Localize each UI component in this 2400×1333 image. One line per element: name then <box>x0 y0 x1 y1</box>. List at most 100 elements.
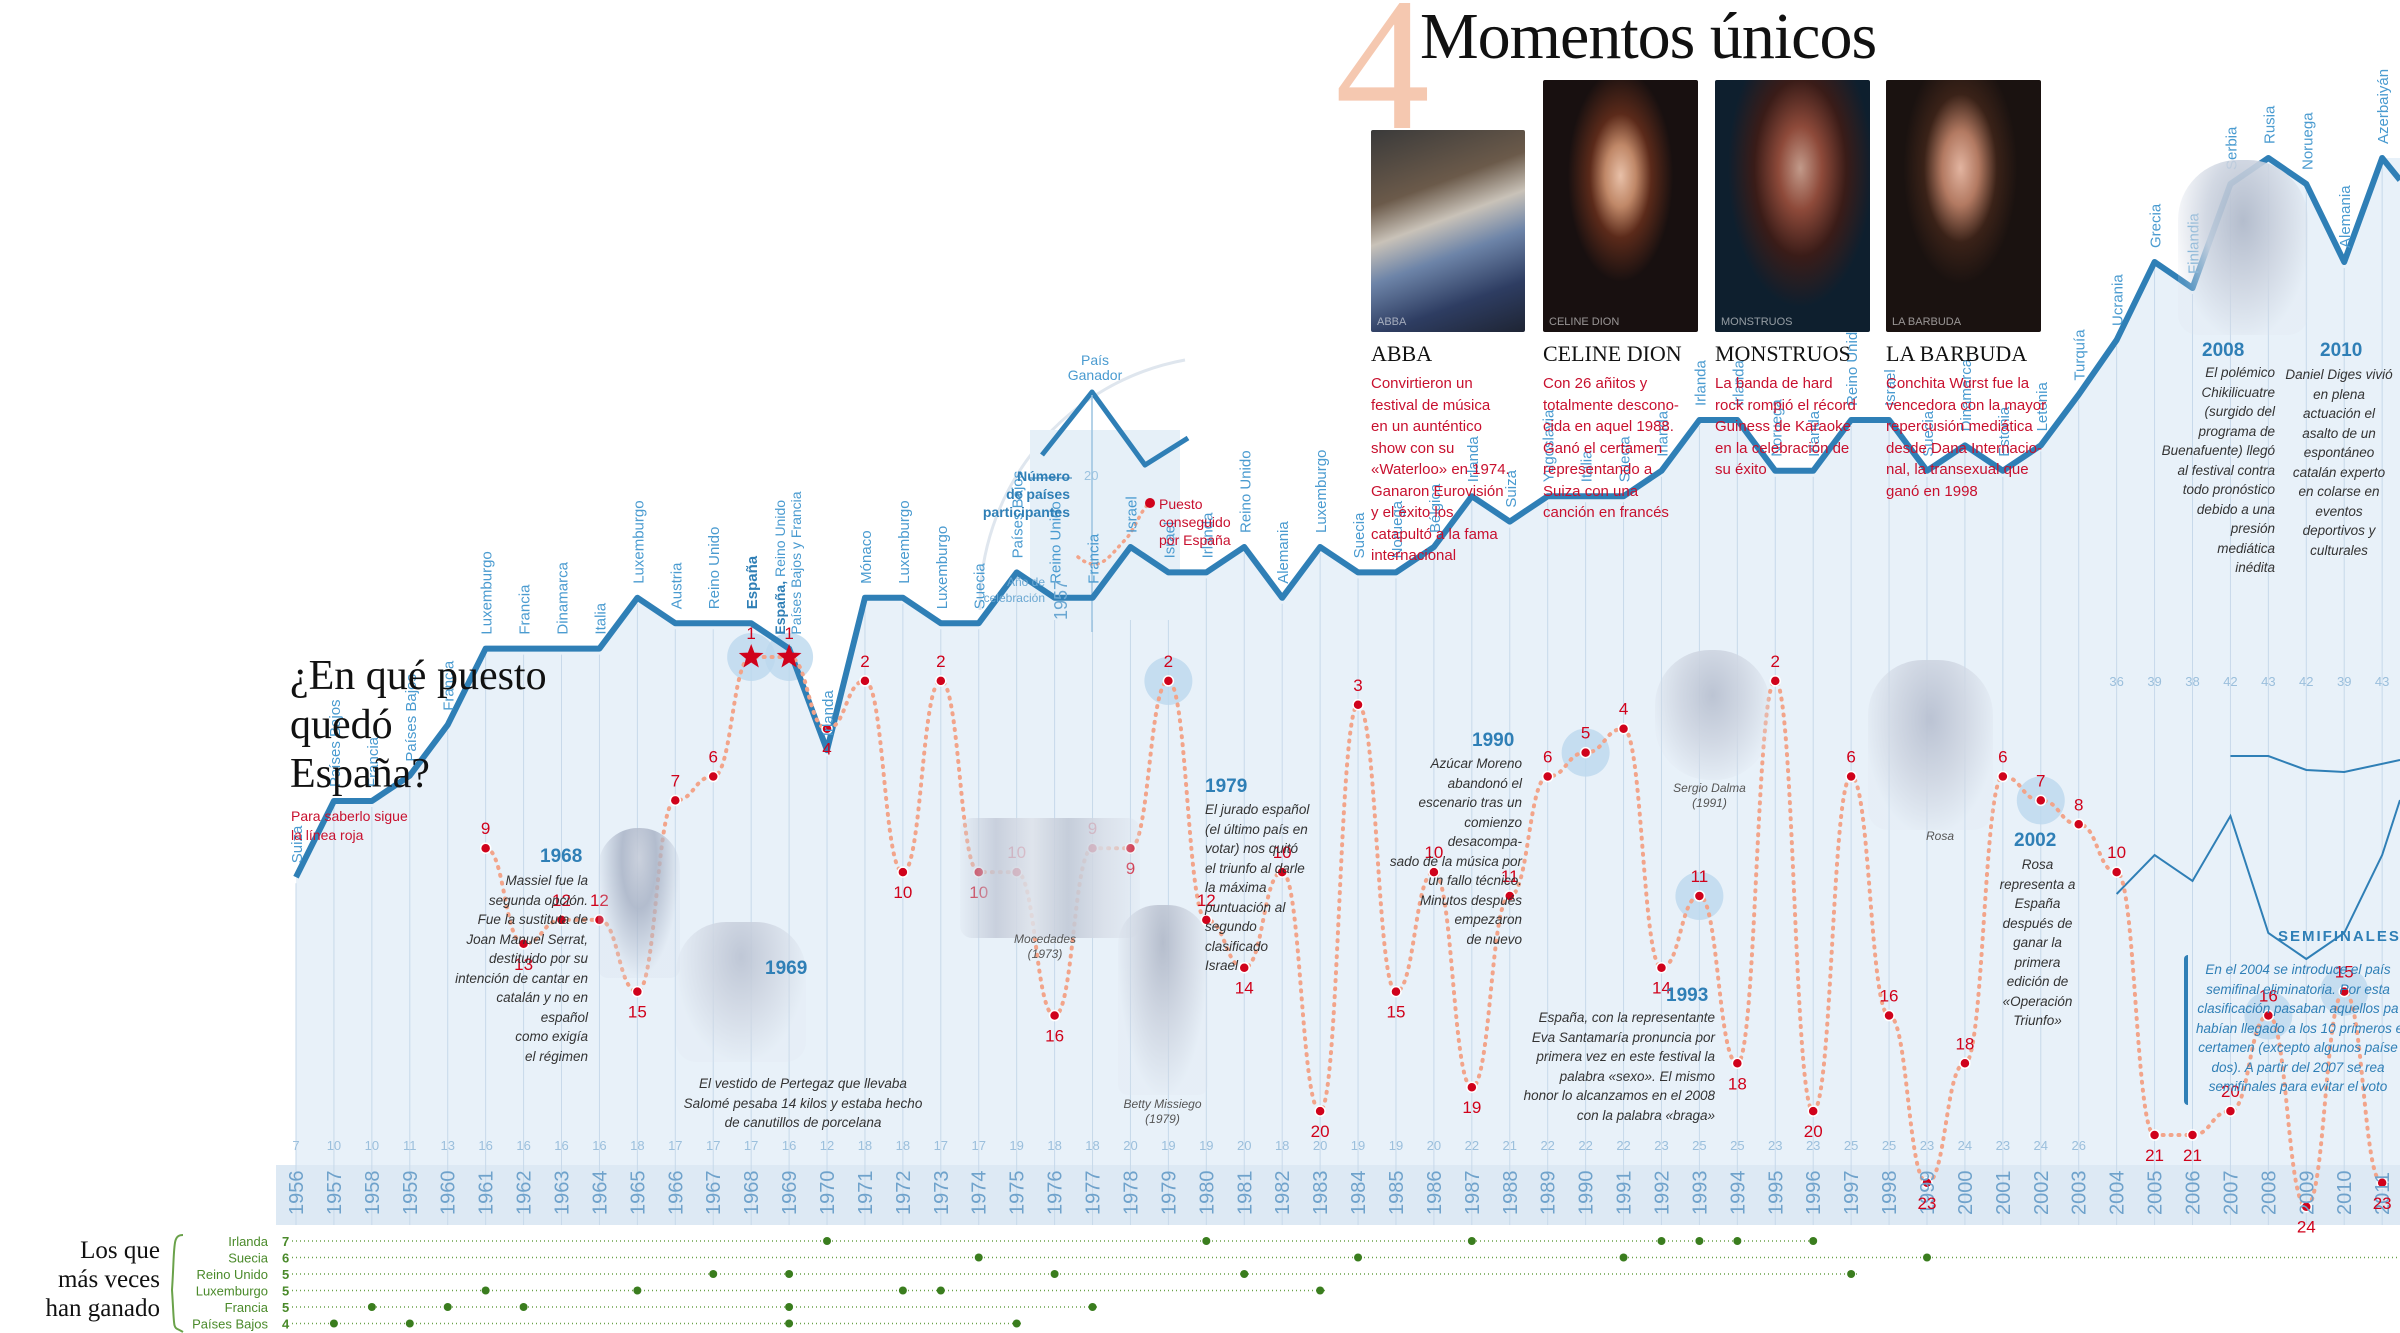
annotation-line: Salomé pesaba 14 kilos y estaba hecho <box>683 1095 923 1111</box>
annotation-line: mediática <box>2217 540 2275 556</box>
year-tick-label: 1992 <box>1651 1171 1673 1216</box>
annotation-line: programa de <box>2198 423 2275 439</box>
spain-position-dot <box>631 985 644 998</box>
spain-position-label: 21 <box>2183 1146 2202 1165</box>
spain-position-label: 20 <box>1311 1122 1330 1141</box>
moment-text-monstruos: La banda de hard rock rompió el récord Gui… <box>1715 373 1875 481</box>
winner-country-label: Francia <box>441 660 458 711</box>
winner-country-label: Turquía <box>2072 329 2089 381</box>
year-axis-band <box>276 1165 2400 1225</box>
participants-count-label: 18 <box>1275 1138 1289 1153</box>
year-tick-label: 1979 <box>1158 1171 1180 1216</box>
moment-title-barbuda: LA BARBUDA <box>1886 341 2028 366</box>
year-tick-label: 1974 <box>969 1171 991 1216</box>
salome-photo <box>676 922 806 1062</box>
moment-title-celine: CELINE DION <box>1543 341 1682 366</box>
annotation-line: como exigía <box>515 1029 588 1044</box>
legend-sample-participants: 20 <box>1084 468 1099 483</box>
spain-position-dot <box>1921 1177 1933 1189</box>
participants-count-label: 19 <box>1009 1138 1023 1153</box>
year-tick-label: 2002 <box>2031 1171 2053 1216</box>
wins-country-label: Suecia <box>228 1251 269 1266</box>
year-tick-label: 1956 <box>286 1171 308 1216</box>
legend-position-line <box>1076 501 1152 566</box>
participants-count-label: 12 <box>820 1138 834 1153</box>
win-marker <box>519 1303 528 1311</box>
caption-sergio-year: (1991) <box>1692 796 1727 810</box>
participants-count-label: 25 <box>1844 1138 1858 1153</box>
win-marker <box>633 1286 642 1295</box>
spain-position-label: 10 <box>2107 843 2126 862</box>
year-tick-label: 1999 <box>1917 1171 1939 1216</box>
moment-title-monstruos: MONSTRUOS <box>1715 341 1851 366</box>
annotation-line: primera <box>2014 954 2061 970</box>
moment-text-line: Convirtieron un <box>1371 375 1473 392</box>
participants-count-label: 22 <box>1465 1138 1479 1153</box>
spain-position-label: 3 <box>1353 676 1362 695</box>
year-tick-label: 1994 <box>1727 1171 1749 1216</box>
win-marker <box>1847 1270 1856 1278</box>
semifinals-text: En el 2004 se introduce el país semifinal… <box>2196 960 2400 1097</box>
participants-count-label: 26 <box>2071 1138 2085 1153</box>
year-tick-label: 1986 <box>1424 1171 1446 1216</box>
legend-year: Año de celebración <box>975 574 1045 606</box>
participants-count-label: 20 <box>1237 1138 1251 1153</box>
winner-country-label: Luxemburgo <box>934 526 951 609</box>
spain-position-label: 8 <box>2074 795 2083 814</box>
annotation-year-1979: 1979 <box>1205 776 1248 797</box>
hint-line-1: Para saberlo sigue <box>291 808 408 824</box>
annotation-line: presión <box>2230 521 2275 536</box>
spain-position-label: 12 <box>552 891 571 910</box>
winner-country-label: Yugoslavia <box>1541 409 1558 482</box>
spain-position-label: 18 <box>1955 1034 1974 1053</box>
annotation-line: al festival contra <box>2177 462 2275 478</box>
spain-position-dot <box>1390 985 1402 998</box>
annotation-line: debido a una <box>2196 501 2275 517</box>
winner-country-label: Luxemburgo <box>1313 450 1330 533</box>
caption-sergio-name: Sergio Dalma <box>1673 781 1746 795</box>
semifinals-line: dos). A partir del 2007 se rea <box>2211 1059 2385 1075</box>
annotation-line: sado de la música por <box>1389 853 1522 869</box>
annotation-line: catalán experto <box>2292 464 2386 480</box>
caption-betty-name: Betty Missiego <box>1123 1097 1202 1111</box>
win-marker <box>709 1270 718 1278</box>
massiel-photo <box>598 828 680 978</box>
legend-participants: Número de países participantes <box>955 467 1070 521</box>
wins-country-label: Luxemburgo <box>196 1284 268 1299</box>
spain-position-dot <box>669 794 682 807</box>
semifinal-line <box>2115 799 2400 961</box>
annotation-line: El polémico <box>2205 365 2275 380</box>
wins-bracket <box>170 1234 184 1333</box>
moment-text-line: ganó en 1998 <box>1886 482 1978 500</box>
participants-count-label: 43 <box>2375 674 2389 689</box>
moment-text-line: desde Dana Internacio- <box>1886 439 2042 457</box>
spain-position-label: 11 <box>1501 867 1519 886</box>
year-tick-label: 2011 <box>2372 1172 2394 1215</box>
caption-betty-year: (1979) <box>1145 1112 1180 1126</box>
winner-country-label: Alemania <box>2337 185 2354 248</box>
winner-country-label: Italia <box>1579 450 1596 482</box>
legend-participants-1: Número <box>1017 468 1070 484</box>
win-marker <box>785 1303 794 1311</box>
participants-count-label: 23 <box>1996 1138 2010 1153</box>
spain-position-dot <box>2376 1177 2388 1189</box>
legend-sample-year: 1957 <box>1051 579 1071 620</box>
spain-position-label: 10 <box>1273 843 1292 862</box>
moment-text-line: canción en francés <box>1543 504 1669 521</box>
participants-count-label: 19 <box>1389 1138 1403 1153</box>
annotation-line: empezaron <box>1454 912 1522 927</box>
winner-country-label: Irlanda <box>1806 410 1823 457</box>
winner-country-label: Reino Unido <box>1237 450 1254 533</box>
legend-position-3: por España <box>1159 532 1231 548</box>
winner-country-label: Países Bajos <box>403 674 420 762</box>
spain-position-label: 2 <box>1164 652 1173 671</box>
participants-count-label: 17 <box>934 1138 948 1153</box>
participants-count-label: 18 <box>1085 1138 1099 1153</box>
win-marker <box>367 1303 376 1311</box>
legend-participants-3: participantes <box>982 504 1070 520</box>
spain-position-label: 24 <box>2297 1218 2316 1237</box>
winner-country-label: Ucrania <box>2110 274 2127 326</box>
winner-country-label: Reino Unido <box>706 527 723 610</box>
moment-text-line: Suiza con una <box>1543 482 1639 500</box>
year-tick-label: 1982 <box>1272 1171 1294 1216</box>
